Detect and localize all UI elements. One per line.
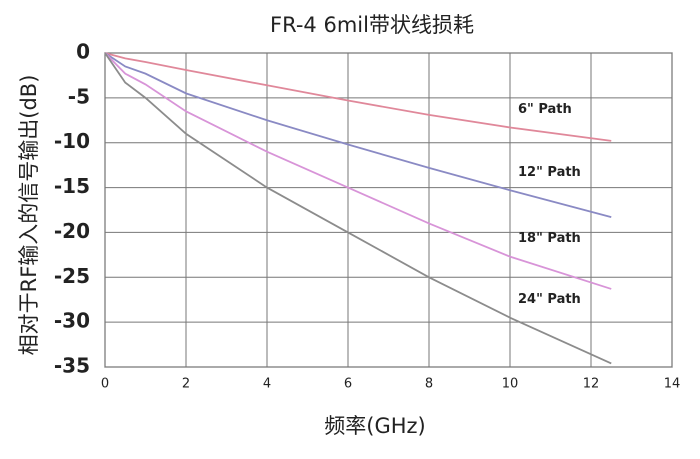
x-tick-label: 4 [263, 377, 271, 392]
data-line [104, 52, 612, 219]
x-tick-label: 8 [425, 377, 433, 392]
x-tick-label: 6 [344, 377, 352, 392]
plot-area [104, 52, 673, 368]
chart-title: FR-4 6mil带状线损耗 [270, 13, 474, 37]
y-tick-label: -30 [54, 309, 90, 333]
y-tick-label: -25 [54, 264, 90, 288]
x-tick-label: 10 [502, 377, 519, 392]
data-line [104, 52, 612, 365]
y-tick-label: -20 [54, 219, 90, 243]
y-tick-label: -5 [68, 84, 90, 108]
y-tick-label: -10 [54, 129, 90, 153]
line-label: 24" Path [518, 292, 581, 307]
x-axis-label: 频率(GHz) [324, 414, 425, 438]
y-tick-label: -15 [54, 174, 90, 198]
line-label: 12" Path [518, 165, 581, 180]
line-label: 6" Path [518, 102, 572, 117]
x-tick-label: 12 [583, 377, 600, 392]
x-tick-label: 2 [182, 377, 190, 392]
line-label: 18" Path [518, 231, 581, 246]
data-line [104, 52, 612, 290]
y-tick-label: 0 [76, 40, 90, 64]
data-line [104, 52, 612, 142]
x-tick-label: 0 [101, 377, 109, 392]
x-tick-label: 14 [664, 377, 681, 392]
y-axis-label: 相对于RF输入的信号输出(dB) [17, 75, 41, 356]
y-tick-label: -35 [54, 354, 90, 378]
